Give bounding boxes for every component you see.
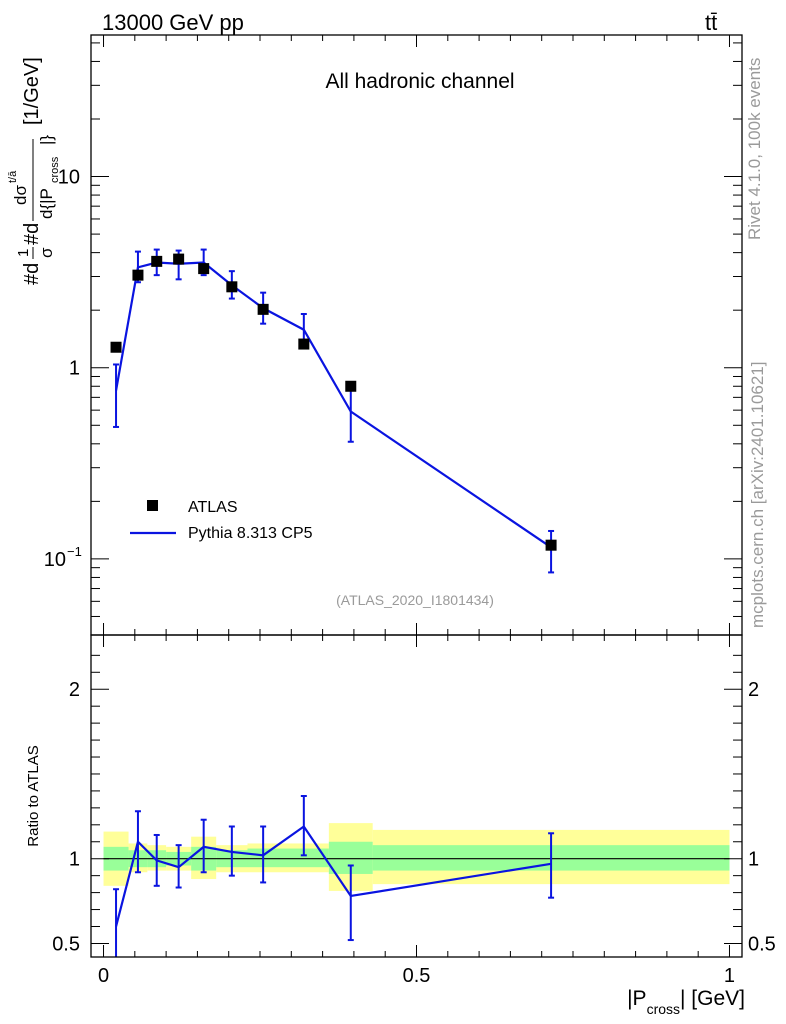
ylabel-frac1-num: 1 [15, 249, 32, 257]
ratio-y-tick-label-left-1: 1 [69, 849, 80, 871]
rivet-version-label: Rivet 4.1.0, 100k events [745, 58, 764, 240]
ylabel-frac1-den: σ [37, 247, 56, 258]
main-frame [90, 34, 743, 636]
main-y-tick-exponent-0: −1 [67, 544, 82, 559]
analysis-tag: (ATLAS_2020_I1801434) [336, 592, 494, 608]
svg-text:|Pcross| [GeV]: |Pcross| [GeV] [627, 987, 745, 1017]
x-tick-label-1: 0.5 [403, 965, 431, 987]
legend: ATLAS Pythia 8.313 CP5 [130, 499, 313, 542]
data-point-9 [545, 539, 557, 551]
ylabel-frac2-den: d{|P [37, 188, 56, 219]
ylabel-frac2-num: dσ [11, 185, 30, 205]
ylabel-hash-1: #d [21, 263, 43, 285]
legend-marker-atlas [147, 500, 158, 511]
xlabel-prefix: |P [627, 987, 646, 1010]
legend-label-atlas: ATLAS [188, 499, 238, 516]
legend-label-pythia: Pythia 8.313 CP5 [188, 525, 313, 542]
ratio-y-tick-label-left-0: 0.5 [52, 933, 80, 955]
process-label: tt̄ [705, 10, 717, 35]
x-tick-label-2: 1 [724, 965, 735, 987]
data-point-5 [226, 281, 238, 293]
ylabel-unit: [1/GeV] [21, 57, 43, 125]
x-tick-label-0: 0 [98, 965, 109, 987]
chart-title: All hadronic channel [325, 70, 514, 93]
data-point-3 [173, 253, 185, 265]
data-point-8 [345, 380, 357, 392]
data-point-4 [198, 263, 210, 275]
ylabel-frac2-close: |} [37, 135, 56, 145]
energy-label: 13000 GeV pp [102, 10, 244, 35]
x-axis-label: |Pcross| [GeV] [627, 987, 745, 1017]
mc-line [114, 261, 552, 549]
ratio-y-tick-label-left-2: 2 [69, 679, 80, 701]
data-point-6 [257, 303, 269, 315]
ratio-line [114, 824, 552, 927]
ratio-band-inner-6 [247, 848, 329, 868]
ratio-y-tick-label-right-0: 0.5 [748, 933, 776, 955]
ratio-panel: 0 0.5 1 0.5 0.5 1 1 2 2 Ratio to ATLAS |Pcross| … [25, 634, 776, 1017]
ylabel-frac2-sup: t/ā [7, 170, 19, 183]
ylabel-hash-2: #d [21, 223, 43, 245]
main-y-axis-label: #d 1 σ #d dσ t/ā d{|P cross |} [1/GeV] [0, 57, 63, 285]
ratio-y-axis-label: Ratio to ATLAS [25, 745, 42, 846]
xlabel-suffix: | [GeV] [680, 987, 745, 1010]
ratio-y-tick-label-right-2: 2 [748, 679, 759, 701]
ylabel-frac2-sub: cross [49, 156, 61, 183]
data-point-0 [110, 341, 122, 353]
main-y-tick-label-0: 10 [44, 549, 66, 571]
data-point-1 [132, 269, 144, 281]
xlabel-sub: cross [647, 1001, 680, 1017]
ratio-frame [90, 634, 743, 958]
main-y-tick-label-2: 10 [58, 167, 80, 189]
data-point-7 [298, 338, 310, 350]
data-point-2 [151, 255, 163, 267]
svg-text:#d 1 σ: #d 1 σ #d dσ t/ā d{|P cross |} [1/GeV] [0, 57, 63, 285]
mcplots-label: mcplots.cern.ch [arXiv:2401.10621] [748, 362, 767, 628]
main-y-tick-label-1: 1 [69, 358, 80, 380]
ratio-y-tick-label-right-1: 1 [748, 849, 759, 871]
